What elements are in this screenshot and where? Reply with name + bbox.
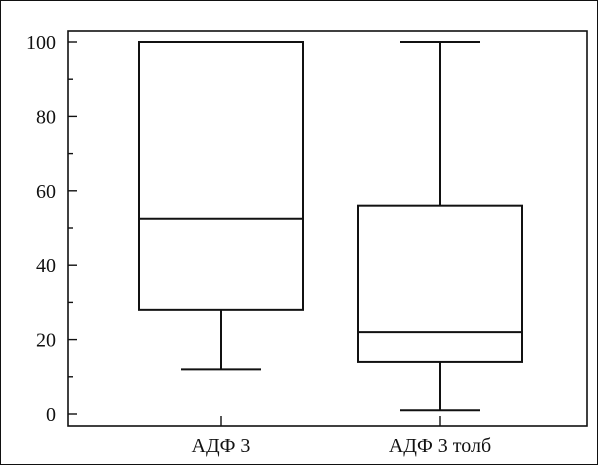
iqr-box [357, 204, 523, 363]
y-tick-label: 40 [36, 255, 56, 277]
y-tick-label: 80 [36, 106, 56, 128]
plot-area: 0 20 40 60 80 100 АДФ 3 АДФ 3 толб [26, 30, 588, 457]
y-tick-label: 60 [36, 181, 56, 203]
x-category-label: АДФ 3 толб [389, 435, 491, 457]
y-tick-label: 0 [46, 404, 56, 426]
x-category-label: АДФ 3 [192, 435, 251, 457]
y-tick-label: 100 [26, 32, 56, 54]
iqr-box [138, 41, 304, 311]
y-tick-label: 20 [36, 330, 56, 352]
